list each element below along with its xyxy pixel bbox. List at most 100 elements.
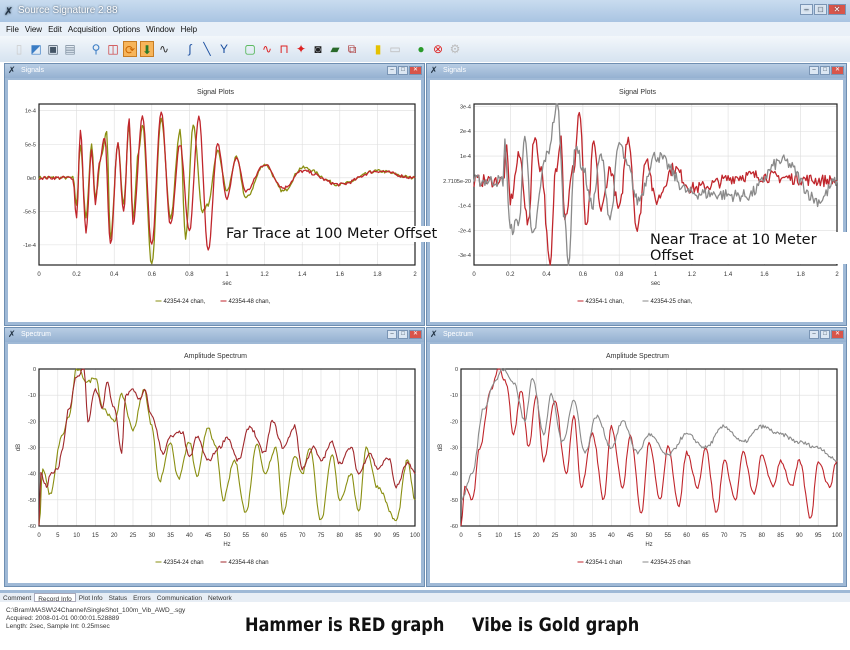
y-tick-label: 0 bbox=[33, 367, 36, 373]
stop-icon[interactable]: ⊗ bbox=[432, 42, 444, 56]
maximize-button[interactable]: □ bbox=[398, 66, 408, 75]
y-tick-label: 1e-4 bbox=[25, 109, 36, 115]
tab-record-info[interactable]: Record Info bbox=[34, 593, 76, 603]
x-tick-label: 0 bbox=[472, 272, 476, 278]
minimize-button[interactable]: – bbox=[809, 330, 819, 339]
series-line-0 bbox=[460, 368, 838, 527]
x-tick-label: 15 bbox=[514, 533, 521, 539]
y-tick-label: -60 bbox=[28, 524, 36, 530]
go-icon[interactable]: ● bbox=[417, 42, 425, 56]
signal-plot-far: Signal Plots 0 0.2 0.4 0.6 0.8 1 1.2 1.4 1.6 1.8 2 1… bbox=[23, 89, 417, 305]
x-tick-label: 0 bbox=[459, 533, 463, 539]
add-window-icon[interactable]: ▢ bbox=[244, 42, 256, 56]
minimize-button[interactable]: – bbox=[800, 4, 813, 15]
x-tick-label: 5 bbox=[56, 533, 60, 539]
menu-acquisition[interactable]: Acquisition bbox=[67, 25, 107, 34]
x-tick-label: 75 bbox=[318, 533, 325, 539]
close-button[interactable]: ✕ bbox=[831, 330, 844, 339]
menu-help[interactable]: Help bbox=[180, 25, 198, 34]
close-button[interactable]: ✕ bbox=[409, 66, 422, 75]
minimize-button[interactable]: – bbox=[387, 66, 397, 75]
spike-icon[interactable]: ✦ bbox=[295, 42, 307, 56]
y-tick-label: -20 bbox=[28, 419, 36, 425]
x-tick-label: 75 bbox=[740, 533, 747, 539]
x-tick-label: 60 bbox=[683, 533, 690, 539]
close-button[interactable]: ✕ bbox=[409, 330, 422, 339]
x-tick-label: 1.2 bbox=[688, 272, 697, 278]
copy-icon[interactable]: ⧉ bbox=[347, 42, 357, 56]
signals-window-right: ✗ Signals – □ ✕ Signal Plots 0 0.2 0.4 0.6 0.8 1 1… bbox=[426, 63, 847, 326]
tab-communication[interactable]: Communication bbox=[156, 595, 202, 602]
tab-status[interactable]: Status bbox=[108, 595, 128, 602]
x-tick-label: 35 bbox=[167, 533, 174, 539]
y-tick-label: -40 bbox=[450, 472, 458, 478]
maximize-button[interactable]: □ bbox=[820, 330, 830, 339]
x-tick-label: 2 bbox=[835, 272, 839, 278]
y-tick-label: -40 bbox=[28, 472, 36, 478]
y-tick-label: 3e-4 bbox=[460, 104, 471, 110]
y-tick-label: -2e-4 bbox=[458, 228, 471, 234]
zoom-icon[interactable]: ⚲ bbox=[91, 42, 101, 56]
menu-file[interactable]: File bbox=[6, 25, 19, 34]
x-tick-label: 45 bbox=[205, 533, 212, 539]
maximize-button[interactable]: □ bbox=[820, 66, 830, 75]
x-tick-label: 1.4 bbox=[724, 272, 733, 278]
y-tick-label: 2e-4 bbox=[460, 129, 471, 135]
minimize-button[interactable]: – bbox=[387, 330, 397, 339]
menu-options[interactable]: Options bbox=[112, 25, 141, 34]
print-icon[interactable]: ▤ bbox=[64, 42, 76, 56]
maximize-button[interactable]: □ bbox=[398, 330, 408, 339]
x-tick-label: 85 bbox=[355, 533, 362, 539]
note-icon[interactable]: ▮ bbox=[374, 42, 382, 56]
x-tick-label: 1 bbox=[654, 272, 658, 278]
tab-errors[interactable]: Errors bbox=[133, 595, 151, 602]
save-icon[interactable]: ▣ bbox=[47, 42, 59, 56]
menu-window[interactable]: Window bbox=[146, 25, 175, 34]
y-tick-label: -30 bbox=[450, 446, 458, 452]
series-line-1 bbox=[38, 111, 416, 251]
settings-icon[interactable]: ⚙ bbox=[449, 42, 461, 56]
maximize-button[interactable]: □ bbox=[814, 4, 827, 15]
menu-view[interactable]: View bbox=[24, 25, 43, 34]
download-icon[interactable]: ⬇ bbox=[140, 41, 154, 57]
window-icon[interactable]: ▭ bbox=[389, 42, 401, 56]
y-tick-label: 0e0 bbox=[27, 176, 36, 182]
camera-icon[interactable]: ◙ bbox=[314, 42, 322, 56]
minimize-button[interactable]: – bbox=[809, 66, 819, 75]
legend-label: 42354-48 chan bbox=[229, 560, 269, 566]
tab-plot-info[interactable]: Plot Info bbox=[78, 595, 103, 602]
rise-icon[interactable]: ∫ bbox=[188, 42, 192, 56]
fit-icon[interactable]: ◫ bbox=[107, 42, 119, 56]
spectrum-plot-far: Amplitude Spectrum 0 5 10 15 20 25 30 35 40 45 50 55… bbox=[16, 353, 421, 566]
window-icon: ✗ bbox=[430, 329, 438, 339]
x-tick-label: 1 bbox=[225, 272, 229, 278]
window-title: Spectrum bbox=[21, 331, 51, 338]
x-tick-label: 70 bbox=[299, 533, 306, 539]
pulse-icon[interactable]: ⊓ bbox=[279, 42, 289, 56]
tab-network[interactable]: Network bbox=[207, 595, 232, 602]
pen-icon[interactable]: ▰ bbox=[330, 42, 340, 56]
legend-label: 42354-25 chan, bbox=[651, 299, 693, 305]
y-tick-label: 2.7105e-20 bbox=[443, 179, 471, 185]
wave-icon[interactable]: ∿ bbox=[158, 42, 170, 56]
x-tick-label: 90 bbox=[374, 533, 381, 539]
close-button[interactable]: ✕ bbox=[831, 66, 844, 75]
tab-comment[interactable]: Comment bbox=[3, 595, 32, 602]
series-line-1 bbox=[460, 368, 838, 501]
open-icon[interactable]: ◩ bbox=[30, 42, 42, 56]
record-acquired: Acquired: 2008-01-01 00:00:01.528889 bbox=[6, 615, 120, 622]
menu-edit[interactable]: Edit bbox=[48, 25, 62, 34]
sine-icon[interactable]: ∿ bbox=[261, 42, 273, 56]
refresh-icon[interactable]: ⟳ bbox=[123, 41, 137, 57]
x-axis-label: sec bbox=[222, 281, 231, 287]
fall-icon[interactable]: ╲ bbox=[203, 42, 211, 56]
y-icon[interactable]: Y bbox=[219, 42, 228, 56]
new-icon[interactable]: ▯ bbox=[15, 42, 23, 56]
x-tick-label: 10 bbox=[495, 533, 502, 539]
window-title: Signals bbox=[21, 67, 44, 74]
y-tick-label: 0 bbox=[455, 367, 458, 373]
x-tick-label: 0.2 bbox=[506, 272, 515, 278]
close-button[interactable]: ✕ bbox=[828, 4, 846, 15]
plot-frame bbox=[38, 368, 416, 527]
spectrum-window-right: ✗ Spectrum – □ ✕ Amplitude Spectrum 0 5 10 15 20… bbox=[426, 327, 847, 587]
